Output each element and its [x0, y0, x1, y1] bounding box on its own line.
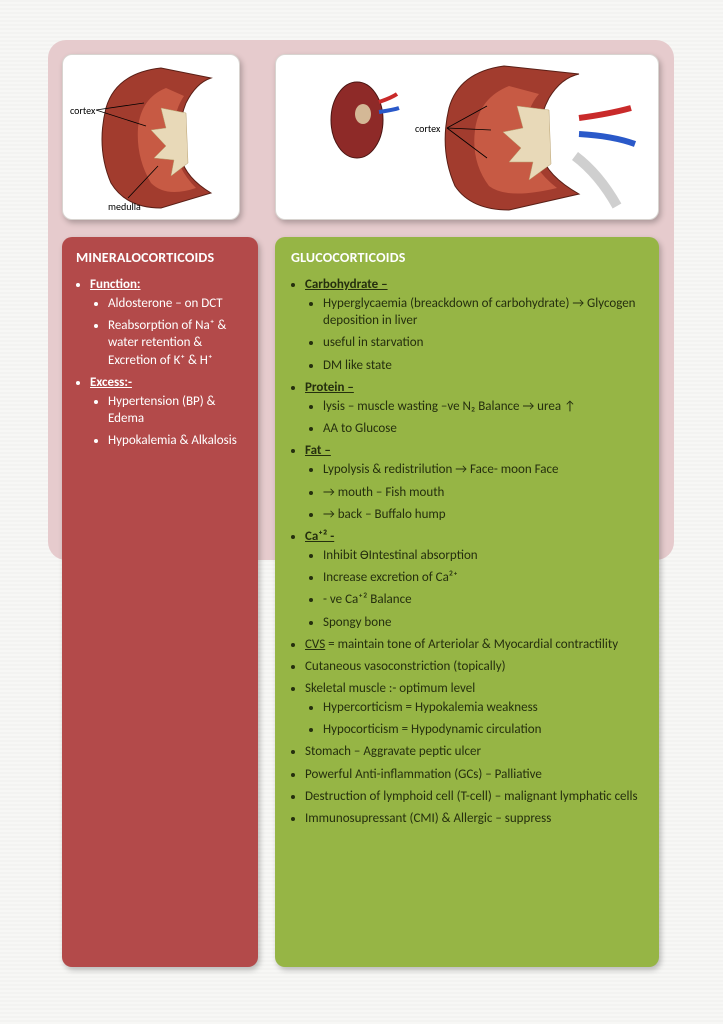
list-item: Reabsorption of Na⁺ & water retention & … — [108, 317, 246, 368]
list-item: Function:Aldosterone – on DCTReabsorptio… — [90, 276, 246, 369]
list-item: Immunosupressant (CMI) & Allergic – supp… — [305, 810, 645, 827]
list-item: Destruction of lymphoid cell (T-cell) – … — [305, 788, 645, 805]
glucocorticoids-title: GLUCOCORTICOIDS — [291, 249, 645, 266]
list-item: Aldosterone – on DCT — [108, 295, 246, 312]
list-item: lysis – muscle wasting –ve N₂ Balance → … — [323, 398, 645, 415]
list-item: Skeletal muscle :- optimum levelHypercor… — [305, 680, 645, 738]
mineralocorticoids-panel: MINERALOCORTICOIDS Function:Aldosterone … — [62, 237, 258, 967]
list-item: Hyperglycaemia (breackdown of carbohydra… — [323, 295, 645, 329]
list-item: Spongy bone — [323, 614, 645, 631]
list-item: Ca⁺² -Inhibit ӨIntestinal absorptionIncr… — [305, 528, 645, 631]
list-item: DM like state — [323, 357, 645, 374]
list-item: Lypolysis & redistrilution → Face- moon … — [323, 461, 645, 478]
list-item: CVS = maintain tone of Arteriolar & Myoc… — [305, 636, 645, 653]
list-item: Increase excretion of Ca²⁺ — [323, 569, 645, 586]
list-item: Inhibit ӨIntestinal absorption — [323, 547, 645, 564]
list-item: Hypocorticism = Hypodynamic circulation — [323, 721, 645, 738]
list-item: Hypokalemia & Alkalosis — [108, 432, 246, 449]
kidney-image-right: cortex — [275, 54, 659, 220]
glucocorticoids-list: Carbohydrate –Hyperglycaemia (breackdown… — [291, 276, 645, 827]
glucocorticoids-panel: GLUCOCORTICOIDS Carbohydrate –Hyperglyca… — [275, 237, 659, 967]
list-item: - ve Ca⁺² Balance — [323, 591, 645, 608]
list-item: → back – Buffalo hump — [323, 506, 645, 523]
medulla-label: medulla — [108, 200, 141, 213]
cortex-label-right: cortex — [415, 122, 441, 135]
mineralocorticoids-list: Function:Aldosterone – on DCTReabsorptio… — [76, 276, 246, 449]
kidney-svg-left: cortex medulla — [66, 58, 236, 216]
list-item: Protein – lysis – muscle wasting –ve N₂ … — [305, 379, 645, 437]
list-item: Cutaneous vasoconstriction (topically) — [305, 658, 645, 675]
list-item: Powerful Anti-inflammation (GCs) – Palli… — [305, 766, 645, 783]
mineralocorticoids-title: MINERALOCORTICOIDS — [76, 249, 246, 266]
list-item: Fat –Lypolysis & redistrilution → Face- … — [305, 442, 645, 523]
cortex-label-left: cortex — [70, 104, 96, 117]
list-item: AA to Glucose — [323, 420, 645, 437]
list-item: Hypertension (BP) & Edema — [108, 393, 246, 427]
list-item: useful in starvation — [323, 334, 645, 351]
kidney-svg-right: cortex — [279, 58, 655, 216]
list-item: Stomach – Aggravate peptic ulcer — [305, 743, 645, 760]
list-item: Carbohydrate –Hyperglycaemia (breackdown… — [305, 276, 645, 374]
list-item: Excess:-Hypertension (BP) & EdemaHypokal… — [90, 374, 246, 450]
list-item: → mouth – Fish mouth — [323, 484, 645, 501]
list-item: Hypercorticism = Hypokalemia weakness — [323, 699, 645, 716]
kidney-image-left: cortex medulla — [62, 54, 240, 220]
